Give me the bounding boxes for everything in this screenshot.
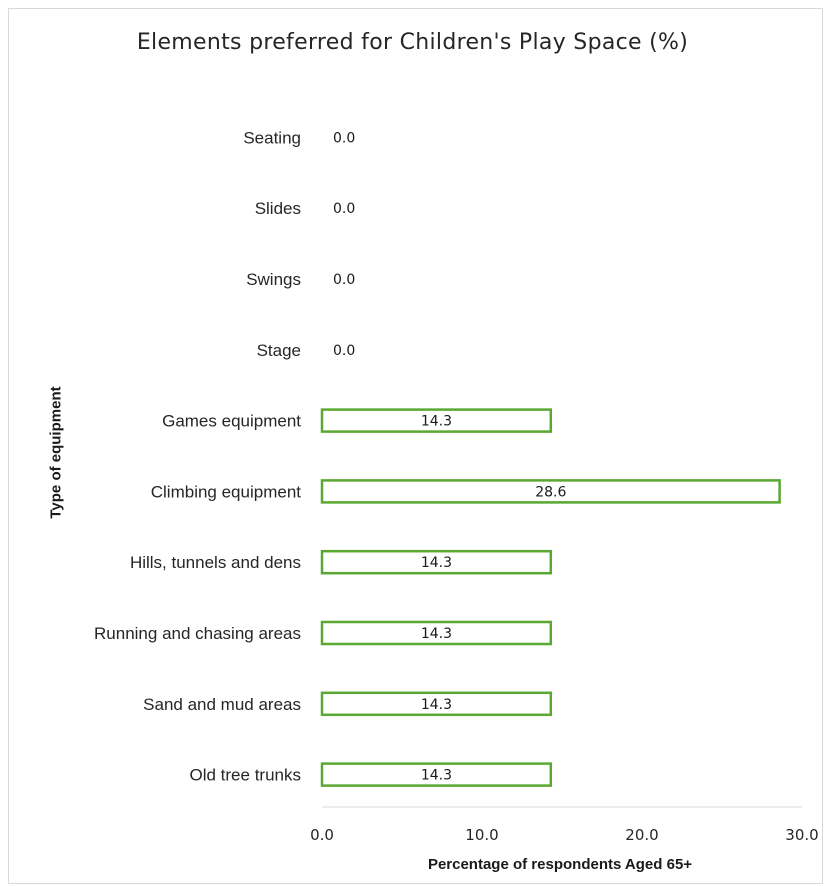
category-label: Games equipment <box>162 412 301 431</box>
category-label: Seating <box>243 128 301 147</box>
bar <box>320 549 553 575</box>
category-label: Running and chasing areas <box>94 624 301 643</box>
category-label: Climbing equipment <box>151 482 302 501</box>
data-label: 0.0 <box>333 201 355 217</box>
data-label: 0.0 <box>333 130 355 146</box>
category-label: Sand and mud areas <box>143 695 301 714</box>
x-axis-label: Percentage of respondents Aged 65+ <box>427 856 693 873</box>
data-label: 14.3 <box>421 626 452 642</box>
x-tick-label: 20.0 <box>625 826 658 844</box>
category-label: Slides <box>255 199 301 218</box>
bar <box>320 762 553 787</box>
data-label: 14.3 <box>421 414 452 430</box>
category-label: Stage <box>257 341 301 360</box>
x-tick-label: 30.0 <box>785 826 818 844</box>
data-label: 14.3 <box>421 555 452 571</box>
category-label: Old tree trunks <box>190 766 302 785</box>
x-tick-label: 10.0 <box>465 826 498 844</box>
data-label: 28.6 <box>535 484 566 500</box>
category-label: Swings <box>246 270 301 289</box>
bar <box>320 408 553 433</box>
bar <box>320 620 553 646</box>
data-label: 0.0 <box>333 343 355 359</box>
chart-title: Elements preferred for Children's Play S… <box>136 30 689 55</box>
bar <box>320 691 553 717</box>
data-label: 14.3 <box>421 697 452 713</box>
category-label: Hills, tunnels and dens <box>130 553 301 572</box>
data-label: 0.0 <box>333 272 355 288</box>
x-tick-label: 0.0 <box>310 826 334 844</box>
bar <box>320 479 781 504</box>
data-label: 14.3 <box>421 768 452 784</box>
chart-frame <box>8 8 823 884</box>
